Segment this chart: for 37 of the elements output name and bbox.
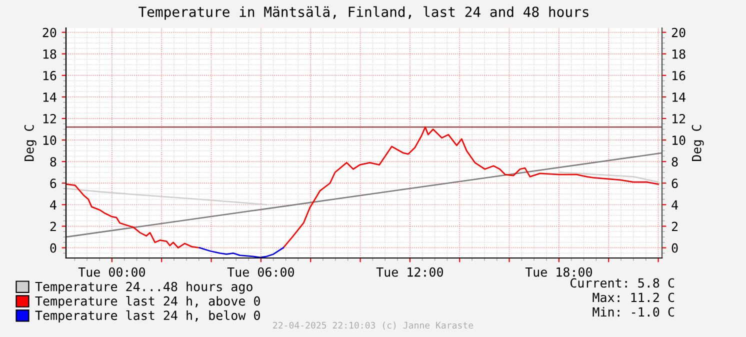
text: Min: -1.0 C [592,306,674,317]
chart-title: Temperature in Mäntsälä, Finland, last 24 and 48 hours [138,6,588,20]
y2-axis-title: Deg C [692,125,704,161]
y-tick-label: 10 [43,136,56,145]
y2-tick-label: 20 [672,28,686,38]
x-tick-label: Tue 18:00 [525,267,592,277]
y-tick-label: 4 [50,200,56,210]
text: Current: 5.8 C [570,278,674,288]
y-tick-label: 0 [50,243,56,253]
y-tick-label: 14 [43,92,56,102]
y2-tick-label: 12 [672,114,686,124]
y2-tick-label: 14 [672,92,686,102]
y2-tick-label: 0 [672,243,678,253]
text: Max: 11.2 C [592,292,674,302]
y-tick-label: 20 [42,28,56,38]
y2-tick-label: 8 [672,157,678,167]
y2-tick-label: 16 [672,70,686,80]
line-series [198,247,284,258]
y-tick-label: 16 [43,70,56,80]
legend-label: Temperature last 24 h, below 0 [35,310,260,323]
legend-label: Temperature last 24 h, above 0 [35,296,260,308]
text: 22-04-2025 22:10:03 (c) Janne Karaste [273,322,474,330]
y2-tick-label: 10 [672,136,686,145]
x-tick-label: Tue 00:00 [78,267,145,277]
y-tick-label: 18 [43,49,56,59]
legend-label: Temperature 24...48 hours ago [35,282,252,294]
y-tick-label: 8 [50,157,56,167]
y-tick-label: 12 [43,114,56,124]
y-tick-label: 6 [50,178,56,188]
x-tick-label: Tue 06:00 [227,267,294,277]
y-axis-title: Deg C [24,125,36,161]
y2-tick-label: 4 [672,200,678,210]
y2-tick-label: 18 [672,49,686,59]
y-tick-label: 2 [50,222,56,231]
y2-tick-label: 6 [672,178,678,188]
x-tick-label: Tue 12:00 [376,267,443,277]
y2-tick-label: 2 [672,222,678,231]
